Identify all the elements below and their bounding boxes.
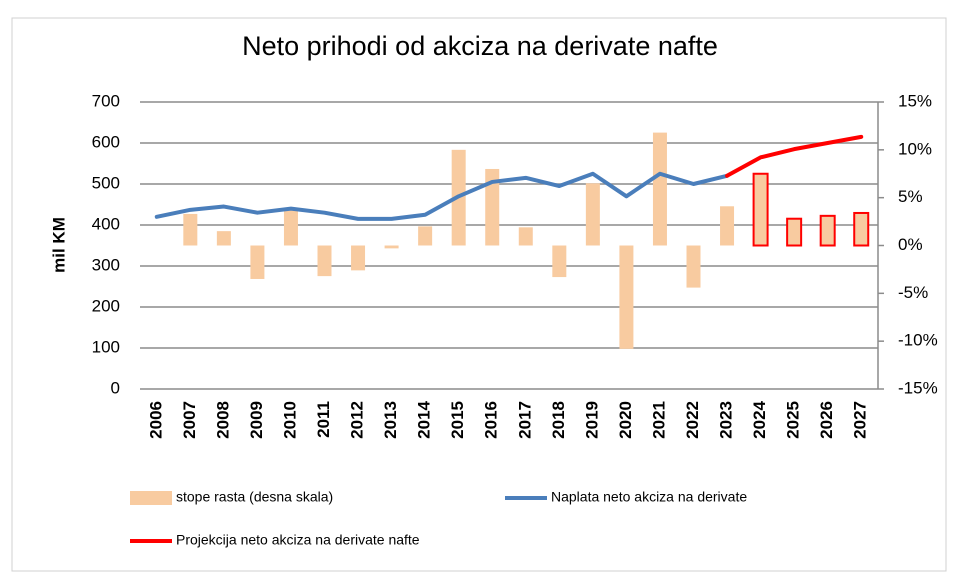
x-tick-label: 2018: [549, 401, 568, 439]
bar: [720, 206, 735, 246]
y2-tick-label: 0%: [898, 235, 923, 254]
bar: [752, 172, 769, 247]
y-tick-label: 400: [92, 214, 120, 233]
y-tick-label: 0: [111, 378, 120, 397]
legend-label: Naplata neto akciza na derivate: [551, 489, 747, 505]
y-tick-label: 600: [92, 132, 120, 151]
x-tick-label: 2014: [415, 400, 434, 438]
x-tick-label: 2022: [683, 401, 702, 439]
x-tick-label: 2006: [146, 401, 165, 439]
legend-label: stope rasta (desna skala): [176, 489, 333, 505]
x-tick-label: 2012: [348, 401, 367, 439]
x-tick-label: 2011: [314, 401, 333, 438]
x-tick-label: 2017: [515, 401, 534, 439]
chart-frame: [11, 17, 947, 572]
y-tick-label: 100: [92, 337, 120, 356]
x-tick-label: 2021: [649, 401, 668, 439]
bar: [250, 245, 265, 279]
y2-tick-label: -15%: [898, 378, 938, 397]
bar: [485, 168, 500, 246]
bar: [652, 132, 667, 246]
bar: [317, 245, 332, 277]
x-tick-label: 2024: [750, 400, 769, 438]
y-axis-label: mil KM: [49, 217, 68, 273]
bar: [552, 245, 567, 278]
y-tick-label: 200: [92, 296, 120, 315]
bar: [853, 211, 870, 247]
bar: [686, 245, 701, 288]
legend-label: Projekcija neto akciza na derivate nafte: [176, 532, 420, 548]
bar: [384, 245, 399, 249]
bar: [518, 227, 533, 246]
y2-tick-label: -10%: [898, 331, 938, 350]
bar: [418, 226, 433, 246]
line: [725, 134, 864, 178]
y-tick-label: 700: [92, 91, 120, 110]
bar: [786, 217, 803, 247]
bar: [585, 183, 600, 246]
y2-tick-label: -5%: [898, 283, 928, 302]
x-tick-label: 2023: [717, 401, 736, 439]
bar: [216, 231, 231, 246]
x-tick-label: 2009: [247, 401, 266, 439]
bar: [351, 245, 366, 271]
y2-tick-label: 15%: [898, 91, 932, 110]
chart-title: Neto prihodi od akciza na derivate nafte: [242, 31, 718, 61]
y-tick-label: 300: [92, 255, 120, 274]
x-tick-label: 2010: [280, 401, 299, 439]
y-tick-label: 500: [92, 173, 120, 192]
x-tick-label: 2016: [482, 401, 501, 439]
bar: [283, 210, 298, 246]
legend-swatch: [130, 491, 172, 505]
x-tick-label: 2015: [448, 401, 467, 439]
x-tick-label: 2027: [851, 401, 870, 439]
x-tick-label: 2020: [616, 401, 635, 439]
x-tick-label: 2008: [213, 401, 232, 439]
x-tick-label: 2013: [381, 401, 400, 439]
x-tick-label: 2019: [582, 401, 601, 439]
y2-tick-label: 5%: [898, 187, 923, 206]
y2-tick-label: 10%: [898, 139, 932, 158]
bar: [619, 245, 634, 349]
x-tick-label: 2026: [817, 401, 836, 439]
bar: [183, 213, 198, 246]
x-tick-label: 2025: [784, 401, 803, 439]
x-tick-label: 2007: [180, 401, 199, 439]
line: [154, 171, 730, 221]
bar: [819, 214, 836, 247]
